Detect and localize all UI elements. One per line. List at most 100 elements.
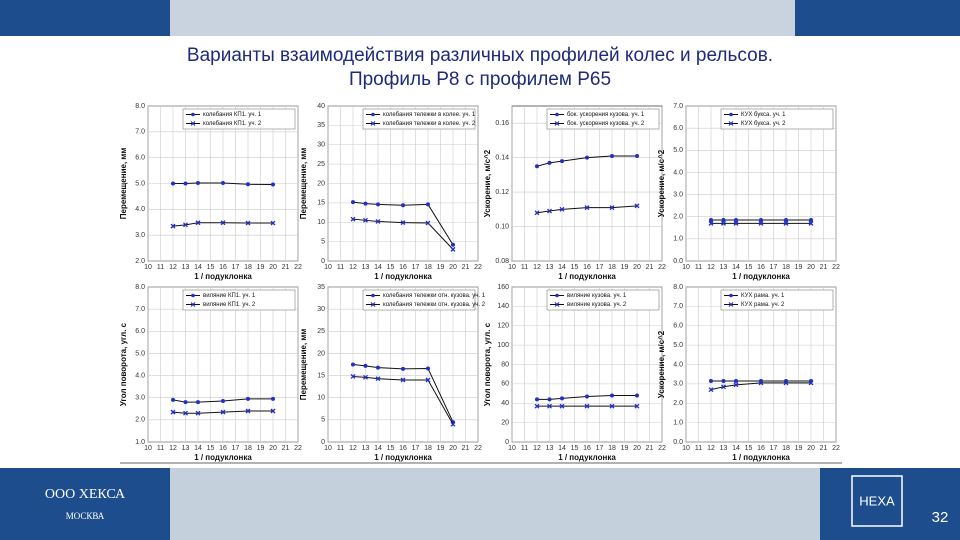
point (709, 218, 713, 223)
y-tick-label: 5.0 (135, 180, 145, 187)
point (183, 181, 188, 186)
point (183, 410, 188, 416)
point (783, 220, 789, 226)
y-tick-label: 20 (501, 419, 509, 426)
point (363, 217, 368, 223)
point (220, 409, 226, 415)
x-tick-label: 12 (533, 445, 541, 452)
series-line (537, 395, 637, 400)
y-tick-label: 1.0 (135, 439, 145, 446)
x-tick-label: 16 (219, 264, 227, 271)
x-tick-label: 14 (732, 264, 740, 271)
point (721, 218, 726, 223)
point (221, 399, 225, 404)
x-tick-label: 10 (682, 445, 690, 452)
y-tick-label: 0.08 (495, 258, 509, 265)
header-corner (0, 0, 170, 36)
series-line (710, 382, 811, 391)
y-tick-label: 0.0 (673, 258, 683, 265)
x-tick-label: 16 (757, 445, 765, 452)
point (634, 403, 640, 409)
y-tick-label: 8.0 (135, 284, 145, 291)
x-tick-label: 12 (349, 264, 357, 271)
x-tick-label: 19 (621, 264, 629, 271)
y-tick-label: 6.0 (135, 328, 145, 335)
point (559, 206, 565, 212)
point (534, 210, 540, 216)
x-tick-label: 10 (682, 264, 690, 271)
point (363, 363, 368, 368)
y-tick-label: 120 (497, 323, 509, 330)
legend-label: колебания тележки в колее. уч. 1 (383, 112, 476, 118)
legend-label: виляние КП1. уч. 1 (203, 293, 256, 299)
x-tick-label: 10 (508, 264, 516, 271)
point (721, 220, 726, 226)
x-tick-label: 18 (608, 264, 616, 271)
point (271, 182, 275, 187)
x-tick-label: 17 (596, 445, 604, 452)
x-tick-label: 20 (807, 445, 815, 452)
y-tick-label: 8.0 (135, 103, 145, 110)
point (547, 208, 552, 214)
legend-label: виляние кузова. уч. 2 (567, 302, 627, 308)
y-axis-label: Перемещение, мм (299, 148, 308, 220)
point (708, 220, 714, 226)
y-tick-label: 7.0 (135, 306, 145, 313)
legend-marker (729, 293, 733, 298)
point (170, 409, 176, 415)
y-tick-label: 5 (321, 238, 325, 245)
x-tick-label: 14 (558, 445, 566, 452)
point (171, 397, 175, 402)
point (350, 216, 356, 222)
y-tick-label: 0.14 (495, 155, 509, 162)
legend-box (546, 289, 660, 311)
point (783, 380, 789, 386)
point (610, 153, 614, 158)
y-tick-label: 7.0 (673, 303, 683, 310)
city: МОСКВА (66, 511, 105, 521)
x-tick-label: 11 (337, 264, 344, 271)
x-tick-label: 10 (324, 264, 332, 271)
legend-label: колебания тележки отн. кузова. уч. 1 (383, 293, 486, 299)
x-tick-label: 16 (583, 445, 591, 452)
point (809, 218, 813, 223)
point (246, 182, 250, 187)
point (610, 393, 614, 398)
x-tick-label: 20 (633, 264, 641, 271)
legend-box (182, 108, 296, 130)
x-tick-label: 17 (770, 445, 778, 452)
legend-marker (729, 112, 733, 117)
x-tick-label: 18 (424, 445, 432, 452)
y-tick-label: 6.0 (673, 125, 683, 132)
point (170, 223, 176, 229)
y-tick-label: 15 (317, 372, 325, 379)
y-tick-label: 6.0 (673, 323, 683, 330)
legend-marker (191, 112, 195, 117)
x-tick-label: 15 (207, 445, 215, 452)
point (400, 377, 406, 383)
point (376, 202, 380, 207)
y-tick-label: 160 (497, 284, 509, 291)
x-axis-label: 1 / подуклонка (558, 453, 616, 462)
point (351, 200, 355, 205)
y-tick-label: 0 (321, 258, 325, 265)
y-tick-label: 3.0 (135, 395, 145, 402)
x-tick-label: 17 (232, 445, 240, 452)
x-tick-label: 18 (244, 264, 252, 271)
series-line (172, 222, 273, 227)
point (450, 421, 456, 427)
point (363, 374, 368, 380)
y-tick-label: 25 (317, 328, 325, 335)
point (246, 396, 250, 401)
x-tick-label: 13 (546, 445, 554, 452)
point (245, 220, 251, 226)
x-tick-label: 17 (232, 264, 240, 271)
x-tick-label: 12 (169, 445, 177, 452)
footer-box (0, 468, 170, 540)
x-tick-label: 15 (387, 264, 395, 271)
point (609, 205, 615, 211)
y-tick-label: 1.0 (673, 236, 683, 243)
footer-box (820, 468, 960, 540)
y-tick-label: 40 (501, 400, 509, 407)
x-tick-label: 15 (207, 264, 215, 271)
